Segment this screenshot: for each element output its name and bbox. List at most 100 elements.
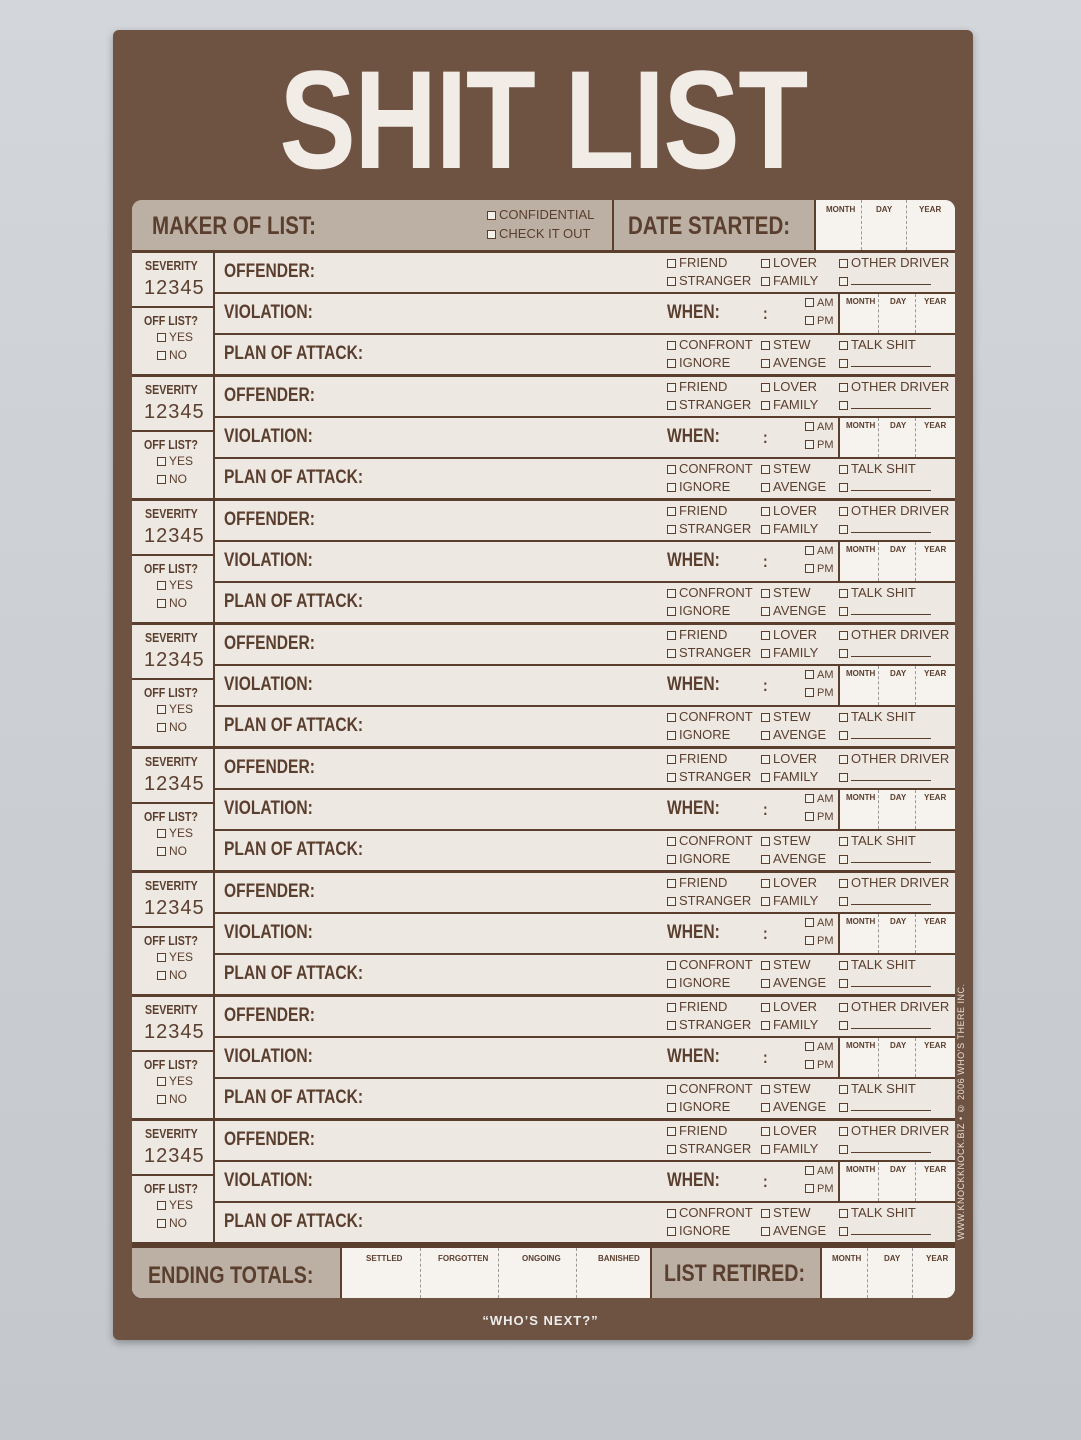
other-plan-checkbox[interactable] xyxy=(839,727,931,742)
severity-scale[interactable]: 12345 xyxy=(144,1021,205,1043)
ignore-checkbox[interactable]: IGNORE xyxy=(667,355,730,370)
pm-checkbox[interactable]: PM xyxy=(805,1183,834,1195)
other-driver-checkbox[interactable]: OTHER DRIVER xyxy=(839,751,949,766)
family-checkbox[interactable]: FAMILY xyxy=(761,521,818,536)
avenge-checkbox[interactable]: AVENGE xyxy=(761,355,826,370)
stew-checkbox[interactable]: STEW xyxy=(761,957,811,972)
talk-shit-checkbox[interactable]: TALK SHIT xyxy=(839,1205,916,1220)
other-offender-checkbox[interactable] xyxy=(839,1017,931,1032)
stew-checkbox[interactable]: STEW xyxy=(761,337,811,352)
other-driver-checkbox[interactable]: OTHER DRIVER xyxy=(839,379,949,394)
talk-shit-checkbox[interactable]: TALK SHIT xyxy=(839,1081,916,1096)
yes-checkbox[interactable]: YES xyxy=(157,826,193,840)
other-offender-checkbox[interactable] xyxy=(839,521,931,536)
pm-checkbox[interactable]: PM xyxy=(805,687,834,699)
pm-checkbox[interactable]: PM xyxy=(805,811,834,823)
ignore-checkbox[interactable]: IGNORE xyxy=(667,975,730,990)
severity-scale[interactable]: 12345 xyxy=(144,773,205,795)
yes-checkbox[interactable]: YES xyxy=(157,578,193,592)
no-checkbox[interactable]: NO xyxy=(157,1092,187,1106)
avenge-checkbox[interactable]: AVENGE xyxy=(761,1099,826,1114)
pm-checkbox[interactable]: PM xyxy=(805,315,834,327)
stew-checkbox[interactable]: STEW xyxy=(761,833,811,848)
friend-checkbox[interactable]: FRIEND xyxy=(667,1123,727,1138)
other-driver-checkbox[interactable]: OTHER DRIVER xyxy=(839,875,949,890)
violation-date-field[interactable]: MONTH DAY YEAR xyxy=(838,542,955,581)
offender-row[interactable]: OFFENDER: FRIEND LOVER OTHER DRIVER STRA… xyxy=(215,1121,955,1162)
talk-shit-checkbox[interactable]: TALK SHIT xyxy=(839,337,916,352)
lover-checkbox[interactable]: LOVER xyxy=(761,627,817,642)
other-offender-checkbox[interactable] xyxy=(839,769,931,784)
talk-shit-checkbox[interactable]: TALK SHIT xyxy=(839,833,916,848)
yes-checkbox[interactable]: YES xyxy=(157,330,193,344)
offender-row[interactable]: OFFENDER: FRIEND LOVER OTHER DRIVER STRA… xyxy=(215,873,955,914)
family-checkbox[interactable]: FAMILY xyxy=(761,1017,818,1032)
other-driver-checkbox[interactable]: OTHER DRIVER xyxy=(839,255,949,270)
friend-checkbox[interactable]: FRIEND xyxy=(667,751,727,766)
violation-row[interactable]: VIOLATION: WHEN: : AM PM MONTH DAY YEAR xyxy=(215,790,955,831)
am-checkbox[interactable]: AM xyxy=(805,1041,834,1053)
other-offender-checkbox[interactable] xyxy=(839,273,931,288)
plan-row[interactable]: PLAN OF ATTACK: CONFRONT STEW TALK SHIT … xyxy=(215,831,955,872)
stranger-checkbox[interactable]: STRANGER xyxy=(667,769,751,784)
other-offender-checkbox[interactable] xyxy=(839,397,931,412)
other-plan-checkbox[interactable] xyxy=(839,1223,931,1238)
pm-checkbox[interactable]: PM xyxy=(805,439,834,451)
offender-row[interactable]: OFFENDER: FRIEND LOVER OTHER DRIVER STRA… xyxy=(215,625,955,666)
am-checkbox[interactable]: AM xyxy=(805,669,834,681)
no-checkbox[interactable]: NO xyxy=(157,844,187,858)
other-plan-checkbox[interactable] xyxy=(839,1099,931,1114)
confront-checkbox[interactable]: CONFRONT xyxy=(667,709,753,724)
ignore-checkbox[interactable]: IGNORE xyxy=(667,1223,730,1238)
violation-row[interactable]: VIOLATION: WHEN: : AM PM MONTH DAY YEAR xyxy=(215,1038,955,1079)
no-checkbox[interactable]: NO xyxy=(157,1216,187,1230)
talk-shit-checkbox[interactable]: TALK SHIT xyxy=(839,709,916,724)
violation-row[interactable]: VIOLATION: WHEN: : AM PM MONTH DAY YEAR xyxy=(215,542,955,583)
totals-field[interactable]: SETTLED FORGOTTEN ONGOING BANISHED xyxy=(340,1248,652,1298)
lover-checkbox[interactable]: LOVER xyxy=(761,1123,817,1138)
other-offender-checkbox[interactable] xyxy=(839,645,931,660)
violation-row[interactable]: VIOLATION: WHEN: : AM PM MONTH DAY YEAR xyxy=(215,418,955,459)
no-checkbox[interactable]: NO xyxy=(157,596,187,610)
severity-scale[interactable]: 12345 xyxy=(144,1145,205,1167)
family-checkbox[interactable]: FAMILY xyxy=(761,769,818,784)
offender-row[interactable]: OFFENDER: FRIEND LOVER OTHER DRIVER STRA… xyxy=(215,377,955,418)
avenge-checkbox[interactable]: AVENGE xyxy=(761,479,826,494)
stranger-checkbox[interactable]: STRANGER xyxy=(667,893,751,908)
lover-checkbox[interactable]: LOVER xyxy=(761,999,817,1014)
avenge-checkbox[interactable]: AVENGE xyxy=(761,975,826,990)
violation-date-field[interactable]: MONTH DAY YEAR xyxy=(838,294,955,333)
stew-checkbox[interactable]: STEW xyxy=(761,709,811,724)
yes-checkbox[interactable]: YES xyxy=(157,702,193,716)
stranger-checkbox[interactable]: STRANGER xyxy=(667,397,751,412)
other-plan-checkbox[interactable] xyxy=(839,851,931,866)
stranger-checkbox[interactable]: STRANGER xyxy=(667,273,751,288)
yes-checkbox[interactable]: YES xyxy=(157,454,193,468)
other-plan-checkbox[interactable] xyxy=(839,603,931,618)
violation-row[interactable]: VIOLATION: WHEN: : AM PM MONTH DAY YEAR xyxy=(215,666,955,707)
severity-scale[interactable]: 12345 xyxy=(144,897,205,919)
plan-row[interactable]: PLAN OF ATTACK: CONFRONT STEW TALK SHIT … xyxy=(215,583,955,624)
am-checkbox[interactable]: AM xyxy=(805,545,834,557)
severity-scale[interactable]: 12345 xyxy=(144,401,205,423)
lover-checkbox[interactable]: LOVER xyxy=(761,379,817,394)
no-checkbox[interactable]: NO xyxy=(157,968,187,982)
confront-checkbox[interactable]: CONFRONT xyxy=(667,337,753,352)
lover-checkbox[interactable]: LOVER xyxy=(761,503,817,518)
date-started-field[interactable]: MONTH DAY YEAR xyxy=(814,200,955,250)
severity-scale[interactable]: 12345 xyxy=(144,525,205,547)
other-driver-checkbox[interactable]: OTHER DRIVER xyxy=(839,627,949,642)
avenge-checkbox[interactable]: AVENGE xyxy=(761,727,826,742)
stranger-checkbox[interactable]: STRANGER xyxy=(667,1141,751,1156)
violation-row[interactable]: VIOLATION: WHEN: : AM PM MONTH DAY YEAR xyxy=(215,1162,955,1203)
family-checkbox[interactable]: FAMILY xyxy=(761,397,818,412)
other-plan-checkbox[interactable] xyxy=(839,479,931,494)
pm-checkbox[interactable]: PM xyxy=(805,563,834,575)
am-checkbox[interactable]: AM xyxy=(805,793,834,805)
avenge-checkbox[interactable]: AVENGE xyxy=(761,851,826,866)
severity-scale[interactable]: 12345 xyxy=(144,649,205,671)
plan-row[interactable]: PLAN OF ATTACK: CONFRONT STEW TALK SHIT … xyxy=(215,459,955,500)
am-checkbox[interactable]: AM xyxy=(805,917,834,929)
stew-checkbox[interactable]: STEW xyxy=(761,1081,811,1096)
ignore-checkbox[interactable]: IGNORE xyxy=(667,603,730,618)
